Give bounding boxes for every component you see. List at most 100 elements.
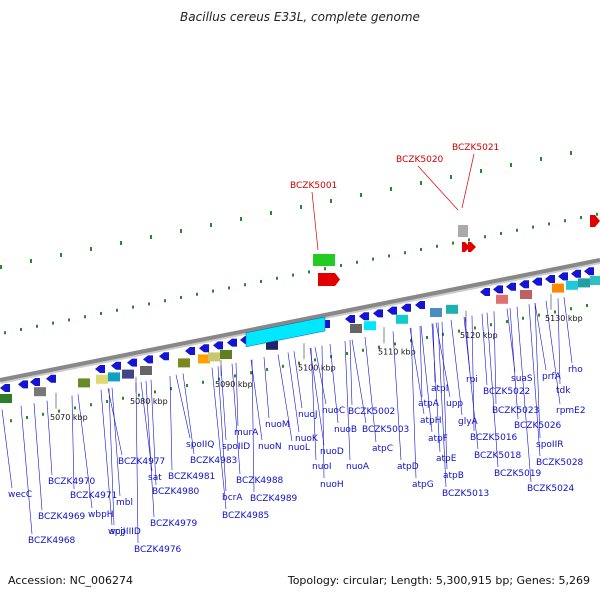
outer-track-tick	[564, 219, 566, 223]
gene-leader	[431, 323, 441, 453]
gene-label: BCZK4983	[190, 456, 237, 466]
outer-track-tick	[52, 321, 54, 325]
gene-block	[208, 352, 220, 362]
gene-leader	[150, 379, 157, 486]
outer-track-tick	[148, 302, 150, 306]
gene-label: nuoD	[320, 447, 344, 457]
gene-arrow	[519, 280, 529, 289]
gene-label: BCZK5028	[536, 458, 584, 468]
gene-BCZK5020-arrow	[462, 242, 470, 252]
outer-track-tick	[516, 228, 518, 232]
gene-block	[108, 372, 120, 382]
outer-track-tick	[580, 216, 582, 219]
gene-label: BCZK4968	[28, 536, 76, 546]
gene-label: spoIID	[222, 442, 250, 452]
gene-block	[396, 314, 408, 324]
inner-track-tick	[58, 409, 60, 413]
inner-track-tick	[266, 368, 268, 371]
inner-track-tick	[314, 358, 316, 362]
gene-label: nuoB	[334, 425, 357, 435]
outer-track-tick	[548, 222, 550, 226]
gene-label: rpmE2	[556, 406, 586, 416]
gene-label: BCZK4981	[168, 472, 215, 482]
gene-leader	[516, 306, 532, 483]
gene-label: BCZK4976	[134, 545, 182, 555]
outer-track-tick	[468, 238, 470, 242]
nuo-operon-block	[245, 316, 326, 348]
gene-leader	[309, 347, 325, 446]
gene-label: spoIIQ	[186, 440, 214, 450]
gene-label: BCZK4969	[38, 512, 86, 522]
kbp-label: 5070 kbp	[50, 413, 88, 422]
gene-arrow	[0, 384, 10, 392]
gene-label: sat	[148, 473, 162, 483]
outer-track-tick	[36, 324, 38, 328]
outer-track-tick	[84, 315, 86, 319]
gene-BCZK5021-arrow	[468, 242, 476, 252]
gene-arrow	[95, 365, 105, 373]
accession-label: Accession: NC_006274	[8, 574, 134, 587]
gene-leader	[481, 313, 488, 386]
gene-arrow	[30, 378, 40, 386]
highlight-label: BCZK5001	[290, 181, 337, 191]
gene-label: nuoC	[322, 406, 345, 416]
inner-track-tick	[138, 393, 140, 397]
inner-track-tick	[506, 320, 508, 323]
far-track-tick	[570, 151, 572, 155]
outer-track-tick	[4, 331, 6, 335]
inner-track-tick	[538, 313, 540, 317]
outer-track-tick	[68, 318, 70, 322]
gene-label: nuoK	[295, 434, 319, 444]
far-track-tick	[390, 187, 392, 191]
gene-label: nuoN	[258, 442, 282, 452]
highlight-leader	[311, 191, 319, 251]
gene-leader	[545, 300, 561, 405]
highlight-leader	[417, 165, 459, 211]
inner-track-tick	[106, 400, 108, 403]
gene-label: nuoI	[312, 462, 332, 472]
gene-block	[122, 369, 134, 379]
outer-track-tick	[20, 328, 22, 331]
gene-label: upp	[446, 399, 463, 409]
gene-block	[566, 280, 578, 290]
kbp-label: 5130 kbp	[545, 314, 583, 323]
gene-arrow	[584, 267, 594, 276]
genome-backbone-line	[0, 258, 600, 382]
gene-label: BCZK4988	[236, 476, 284, 486]
gene-leader	[493, 311, 497, 405]
outer-track-tick	[388, 254, 390, 258]
gene-leader	[235, 362, 239, 427]
gene-leader	[557, 298, 561, 385]
inner-track-tick	[346, 352, 348, 355]
gene-block	[590, 276, 600, 285]
far-track-tick	[240, 217, 242, 221]
outer-track-tick	[164, 299, 166, 303]
inner-track-tick	[42, 412, 44, 416]
gene-leader	[471, 315, 475, 432]
gene-arrow	[127, 358, 137, 367]
gene-leader	[175, 374, 191, 439]
gene-leader	[169, 375, 173, 471]
gene-leader	[211, 367, 227, 510]
gene-block	[178, 358, 190, 368]
outer-track-tick	[100, 312, 102, 315]
far-track-tick	[0, 265, 2, 269]
gene-arrow	[415, 301, 425, 309]
gene-label: rpi	[466, 375, 478, 385]
gene-block	[364, 321, 376, 331]
gene-arrow	[46, 374, 56, 383]
far-track-tick	[450, 175, 452, 179]
gene-label: BCZK5003	[362, 425, 409, 435]
inner-track-tick	[458, 329, 460, 333]
outer-track-tick	[180, 296, 182, 299]
gene-label: rho	[568, 365, 583, 375]
gene-arrow	[18, 380, 28, 389]
gene-BCZK5001-arrow	[318, 273, 340, 286]
gene-block	[140, 366, 152, 375]
highlight-label: BCZK5021	[452, 143, 499, 153]
outer-track-tick	[132, 305, 134, 309]
gene-label: mbl	[116, 498, 133, 508]
gene-block	[578, 278, 590, 288]
gene-label: wbpH	[88, 510, 114, 520]
gene-label: BCZK5016	[470, 433, 518, 443]
